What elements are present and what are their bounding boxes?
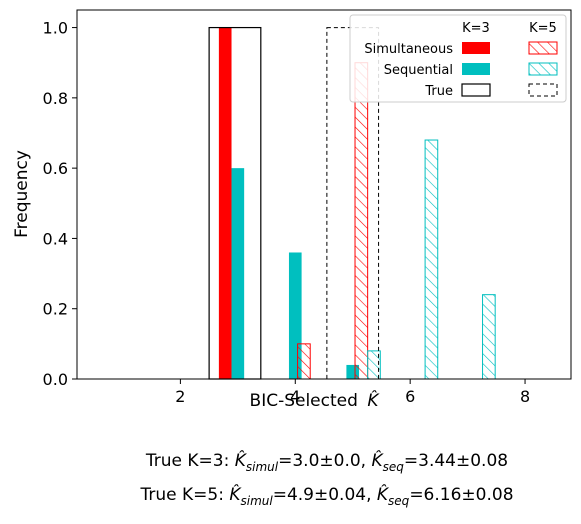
x-tick-label-6: 6 xyxy=(405,387,415,406)
legend-swatch-true-k5 xyxy=(528,83,558,97)
y-tick-label-0.4: 0.4 xyxy=(43,229,68,248)
y-tick-label-0.6: 0.6 xyxy=(43,159,68,178)
plot-frame xyxy=(76,9,572,380)
simultaneous-k-5-bar-4 xyxy=(297,343,311,380)
simultaneous-k-5-bar-5 xyxy=(354,62,369,380)
legend: K=3 K=5 Simultaneous Sequential True xyxy=(349,14,567,103)
legend-swatch-simultaneous-k3 xyxy=(462,42,490,54)
x-tick-label-8: 8 xyxy=(520,387,530,406)
y-tick-label-0.2: 0.2 xyxy=(43,300,68,319)
simultaneous-k-3-bar-3 xyxy=(218,27,232,379)
x-tick-label-2: 2 xyxy=(175,387,185,406)
caption-line-2: True K=5: K̂simul=4.9±0.04, K̂seq=6.16±0… xyxy=(139,484,513,508)
y-tick-label-0.0: 0.0 xyxy=(43,370,68,389)
legend-label-simultaneous: Simultaneous xyxy=(364,42,453,57)
x-axis-label: BIC-Selected K̂ xyxy=(250,390,381,411)
legend-swatch-sequential-k3 xyxy=(462,63,490,75)
legend-swatch-true-k3 xyxy=(461,83,491,97)
legend-swatch-simultaneous-k5 xyxy=(528,41,558,55)
legend-swatch-sequential-k5 xyxy=(528,62,558,76)
sequential-k-3-bar-3 xyxy=(231,168,245,379)
legend-header-k-3: K=3 xyxy=(462,21,490,36)
x-tick-label-4: 4 xyxy=(290,387,300,406)
legend-header-k-5: K=5 xyxy=(529,21,557,36)
y-tick-label-1.0: 1.0 xyxy=(43,19,68,38)
legend-box xyxy=(349,14,567,103)
sequential-k-5-bar-7 xyxy=(482,294,496,380)
bars-layer xyxy=(99,26,560,380)
axes-layer: 2 4 6 8 0.0 0.2 0.4 0.6 0.8 1.0 xyxy=(43,19,531,406)
legend-label-sequential: Sequential xyxy=(384,63,453,78)
legend-label-true: True xyxy=(424,84,453,99)
sequential-k-5-bar-6 xyxy=(424,139,439,380)
y-axis-label: Frequency xyxy=(12,150,32,238)
caption-line-1: True K=3: K̂simul=3.0±0.0, K̂seq=3.44±0.… xyxy=(145,450,508,474)
y-tick-label-0.8: 0.8 xyxy=(43,89,68,108)
